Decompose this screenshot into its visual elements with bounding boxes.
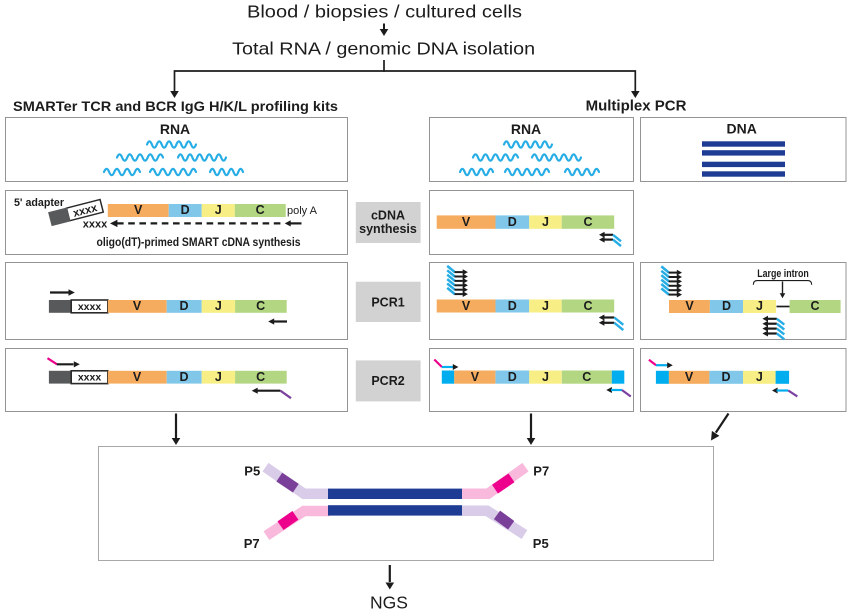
svg-text:J: J — [542, 299, 549, 313]
svg-text:J: J — [215, 370, 222, 384]
svg-text:xxxx: xxxx — [83, 219, 108, 231]
svg-text:J: J — [542, 215, 549, 229]
svg-text:V: V — [685, 299, 694, 313]
svg-text:D: D — [508, 370, 517, 384]
svg-text:C: C — [582, 370, 591, 384]
svg-text:V: V — [133, 299, 142, 313]
svg-text:P7: P7 — [244, 536, 260, 551]
svg-text:synthesis: synthesis — [359, 222, 417, 236]
svg-text:C: C — [810, 299, 819, 313]
svg-text:V: V — [471, 370, 480, 384]
svg-text:D: D — [508, 215, 517, 229]
svg-text:D: D — [181, 203, 190, 217]
svg-text:cDNA: cDNA — [371, 209, 405, 223]
svg-text:RNA: RNA — [160, 121, 190, 137]
svg-text:P5: P5 — [244, 464, 260, 479]
svg-text:J: J — [756, 299, 763, 313]
svg-text:J: J — [215, 299, 222, 313]
svg-text:oligo(dT)-primed SMART cDNA sy: oligo(dT)-primed SMART cDNA synthesis — [97, 237, 301, 249]
svg-text:poly A: poly A — [287, 205, 318, 217]
svg-text:P7: P7 — [533, 464, 549, 479]
svg-text:P5: P5 — [533, 536, 549, 551]
svg-text:V: V — [462, 215, 471, 229]
svg-text:J: J — [215, 203, 222, 217]
svg-text:V: V — [133, 370, 142, 384]
svg-text:C: C — [583, 299, 592, 313]
svg-text:D: D — [721, 370, 730, 384]
svg-text:C: C — [256, 370, 265, 384]
svg-text:C: C — [583, 215, 592, 229]
svg-text:D: D — [722, 299, 731, 313]
svg-text:Total RNA / genomic DNA isolat: Total RNA / genomic DNA isolation — [232, 39, 535, 59]
svg-text:V: V — [685, 370, 694, 384]
svg-text:xxxx: xxxx — [78, 301, 102, 313]
svg-text:PCR1: PCR1 — [371, 296, 404, 310]
svg-text:NGS: NGS — [370, 593, 408, 613]
svg-text:V: V — [134, 203, 143, 217]
svg-text:SMARTer TCR and BCR IgG H/K/L: SMARTer TCR and BCR IgG H/K/L profiling … — [13, 98, 338, 114]
svg-text:C: C — [256, 299, 265, 313]
svg-text:J: J — [756, 370, 763, 384]
svg-text:Blood / biopsies / cultured ce: Blood / biopsies / cultured cells — [247, 2, 522, 22]
svg-text:RNA: RNA — [511, 121, 541, 137]
svg-text:5' adapter: 5' adapter — [14, 197, 65, 209]
svg-text:Multiplex PCR: Multiplex PCR — [586, 98, 687, 115]
svg-text:C: C — [256, 203, 265, 217]
svg-text:D: D — [179, 370, 188, 384]
svg-text:D: D — [179, 299, 188, 313]
svg-text:Large intron: Large intron — [757, 268, 809, 280]
svg-text:V: V — [462, 299, 471, 313]
svg-text:D: D — [508, 299, 517, 313]
svg-text:PCR2: PCR2 — [371, 374, 404, 388]
svg-text:DNA: DNA — [727, 120, 757, 136]
svg-text:xxxx: xxxx — [78, 372, 102, 384]
svg-text:J: J — [542, 370, 549, 384]
